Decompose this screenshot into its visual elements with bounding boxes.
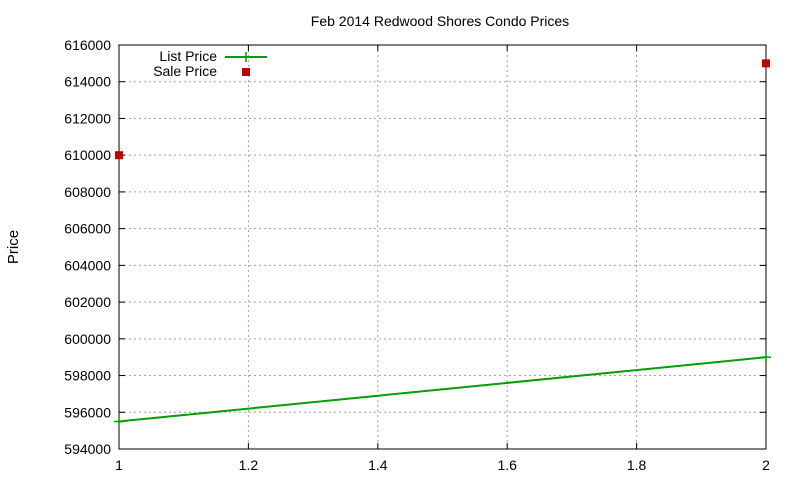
data-point-list-price [114, 416, 124, 427]
x-tick-label: 1.6 [497, 457, 517, 473]
y-tick-label: 606000 [64, 221, 111, 237]
chart-title: Feb 2014 Redwood Shores Condo Prices [311, 13, 569, 29]
y-tick-label: 616000 [64, 37, 111, 53]
y-tick-label: 608000 [64, 184, 111, 200]
y-tick-label: 596000 [64, 404, 111, 420]
x-tick-label: 1.4 [368, 457, 388, 473]
y-tick-label: 610000 [64, 147, 111, 163]
x-tick-label: 1.8 [627, 457, 647, 473]
grid [119, 45, 766, 449]
data-point-sale-price [115, 151, 123, 160]
y-axis-label: Price [5, 230, 22, 264]
plot-border [118, 44, 767, 450]
x-tick-label: 1 [115, 457, 123, 473]
series-line-list-price [118, 356, 767, 423]
y-tick-label: 600000 [64, 331, 111, 347]
data-point-sale-price [762, 59, 770, 68]
y-tick-label: 602000 [64, 294, 111, 310]
y-tick-label: 594000 [64, 441, 111, 457]
legend-label-sale-price: Sale Price [153, 63, 217, 79]
data-point-list-price [761, 352, 771, 363]
x-tick-label: 2 [762, 457, 770, 473]
axis-ticks: 1 1.2 1.4 1.6 1.8 2 594000 596000 598000 600000 60… [64, 37, 770, 473]
series-layer [114, 59, 771, 427]
y-tick-label: 598000 [64, 368, 111, 384]
legend-marker-sale-price [242, 68, 250, 76]
legend-label-list-price: List Price [159, 48, 217, 64]
x-tick-label: 1.2 [239, 457, 259, 473]
y-tick-label: 612000 [64, 110, 111, 126]
y-tick-label: 614000 [64, 74, 111, 90]
legend: List Price Sale Price [153, 48, 267, 79]
y-tick-label: 604000 [64, 257, 111, 273]
legend-marker-list-price [241, 52, 251, 62]
